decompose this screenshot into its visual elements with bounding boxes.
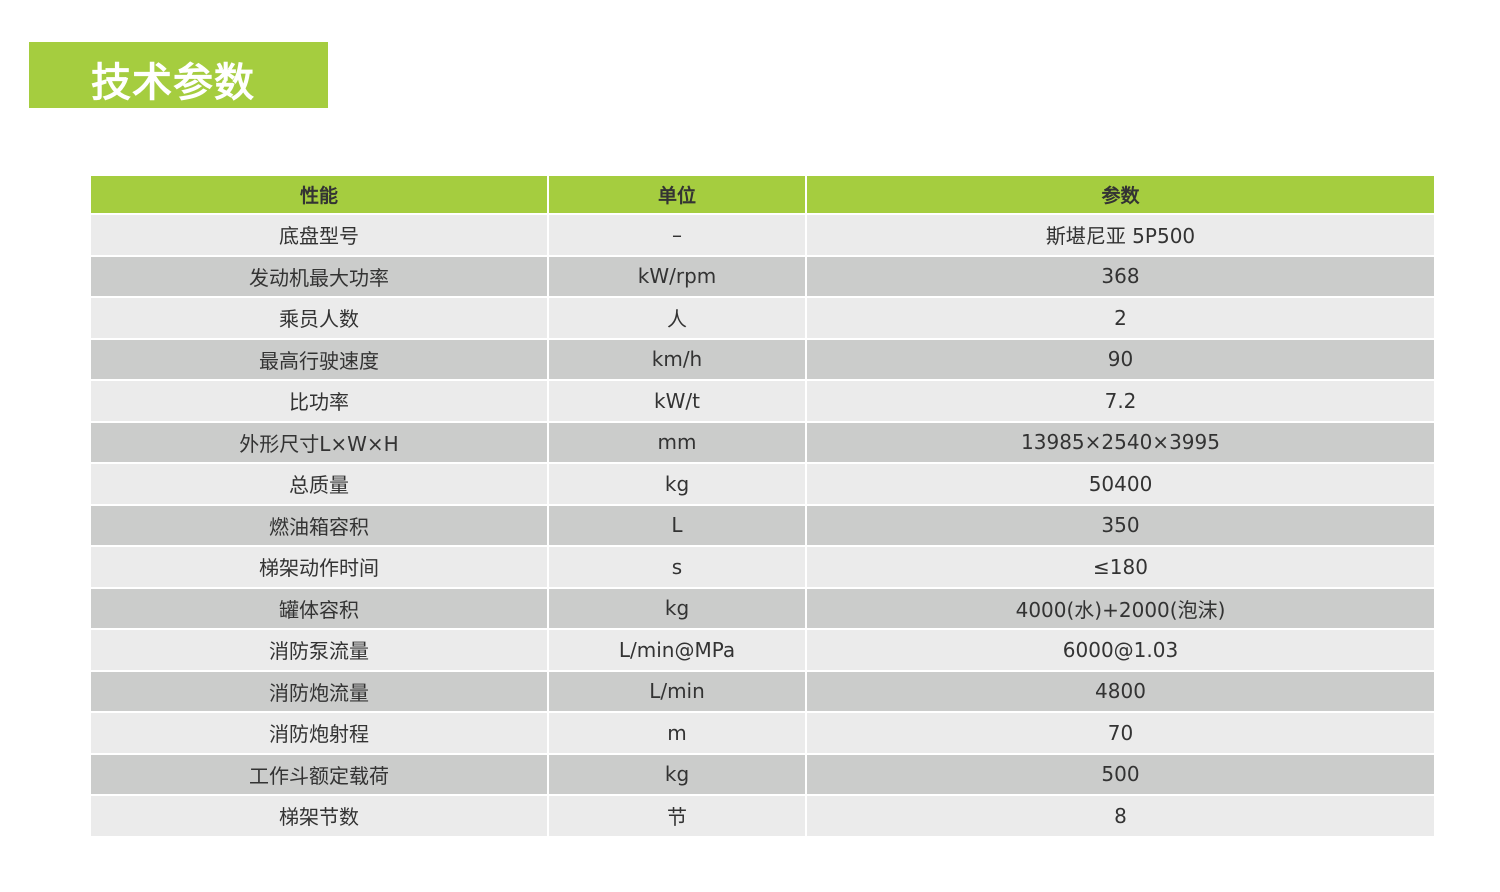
- cell-parameter: 7.2: [807, 381, 1434, 421]
- table-header-row: 性能 单位 参数: [91, 176, 1434, 213]
- cell-performance: 外形尺寸L×W×H: [91, 422, 547, 462]
- cell-unit: kg: [549, 464, 805, 504]
- cell-performance: 乘员人数: [91, 298, 547, 338]
- cell-performance: 燃油箱容积: [91, 505, 547, 545]
- cell-parameter: 斯堪尼亚 5P500: [807, 215, 1434, 255]
- cell-parameter: 6000@1.03: [807, 630, 1434, 670]
- table-row: 罐体容积 kg 4000(水)+2000(泡沫): [91, 588, 1434, 628]
- table-row: 乘员人数人 2: [91, 298, 1434, 338]
- cell-parameter: ≤180: [807, 547, 1434, 587]
- cell-performance: 发动机最大功率: [91, 256, 547, 296]
- cell-performance: 梯架动作时间: [91, 547, 547, 587]
- cell-unit: 节: [549, 796, 805, 836]
- table-row: 消防泵流量 L/min@MPa 6000@1.03: [91, 630, 1434, 670]
- cell-parameter: 13985×2540×3995: [807, 422, 1434, 462]
- cell-parameter: 90: [807, 339, 1434, 379]
- cell-unit: L: [549, 505, 805, 545]
- table-row: 梯架动作时间 s ≤180: [91, 547, 1434, 587]
- table-row: 梯架节数节 8: [91, 796, 1434, 836]
- section-title-banner: 技术参数: [29, 42, 328, 108]
- table-row: 燃油箱容积 L 350: [91, 505, 1434, 545]
- table-row: 外形尺寸L×W×H mm 13985×2540×3995: [91, 422, 1434, 462]
- cell-performance: 最高行驶速度: [91, 339, 547, 379]
- cell-parameter: 50400: [807, 464, 1434, 504]
- cell-parameter: 4800: [807, 671, 1434, 711]
- cell-unit: kg: [549, 754, 805, 794]
- cell-performance: 罐体容积: [91, 588, 547, 628]
- cell-unit: s: [549, 547, 805, 587]
- cell-parameter: 70: [807, 713, 1434, 753]
- cell-performance: 总质量: [91, 464, 547, 504]
- table-row: 最高行驶速度 km/h 90: [91, 339, 1434, 379]
- cell-parameter: 368: [807, 256, 1434, 296]
- table-row: 发动机最大功率 kW/rpm 368: [91, 256, 1434, 296]
- cell-unit: m: [549, 713, 805, 753]
- cell-parameter: 500: [807, 754, 1434, 794]
- cell-unit: km/h: [549, 339, 805, 379]
- cell-parameter: 350: [807, 505, 1434, 545]
- cell-parameter: 4000(水)+2000(泡沫): [807, 588, 1434, 628]
- cell-unit: L/min@MPa: [549, 630, 805, 670]
- header-performance: 性能: [91, 176, 547, 213]
- cell-performance: 消防泵流量: [91, 630, 547, 670]
- table-row: 总质量 kg 50400: [91, 464, 1434, 504]
- cell-unit: mm: [549, 422, 805, 462]
- cell-performance: 消防炮射程: [91, 713, 547, 753]
- header-parameter: 参数: [807, 176, 1434, 213]
- section-title: 技术参数: [91, 60, 255, 106]
- header-unit: 单位: [549, 176, 805, 213]
- table-row: 底盘型号 – 斯堪尼亚 5P500: [91, 215, 1434, 255]
- cell-parameter: 8: [807, 796, 1434, 836]
- cell-unit: kg: [549, 588, 805, 628]
- table-row: 工作斗额定载荷 kg 500: [91, 754, 1434, 794]
- cell-unit: kW/t: [549, 381, 805, 421]
- table-row: 比功率 kW/t 7.2: [91, 381, 1434, 421]
- cell-unit: L/min: [549, 671, 805, 711]
- cell-unit: kW/rpm: [549, 256, 805, 296]
- cell-performance: 梯架节数: [91, 796, 547, 836]
- cell-parameter: 2: [807, 298, 1434, 338]
- cell-performance: 底盘型号: [91, 215, 547, 255]
- cell-performance: 消防炮流量: [91, 671, 547, 711]
- table-row: 消防炮射程 m 70: [91, 713, 1434, 753]
- cell-unit: 人: [549, 298, 805, 338]
- cell-performance: 工作斗额定载荷: [91, 754, 547, 794]
- cell-performance: 比功率: [91, 381, 547, 421]
- cell-unit: –: [549, 215, 805, 255]
- table-row: 消防炮流量 L/min 4800: [91, 671, 1434, 711]
- spec-table: 性能 单位 参数 底盘型号 – 斯堪尼亚 5P500 发动机最大功率 kW/rpm 368…: [89, 174, 1436, 838]
